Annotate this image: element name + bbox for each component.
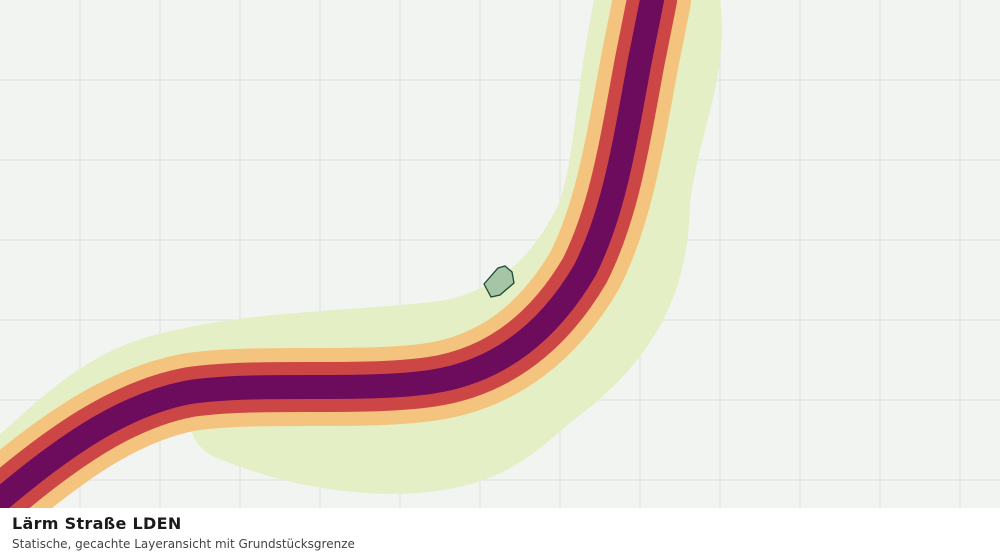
map — [0, 0, 1000, 508]
subtitle: Statische, gecachte Layeransicht mit Gru… — [12, 537, 355, 551]
noise-bands — [0, 0, 722, 508]
title: Lärm Straße LDEN — [12, 514, 182, 533]
caption: Lärm Straße LDEN Statische, gecachte Lay… — [0, 508, 1000, 560]
noise-band-very-high — [0, 0, 664, 508]
parcel-boundary[interactable] — [483, 265, 515, 298]
